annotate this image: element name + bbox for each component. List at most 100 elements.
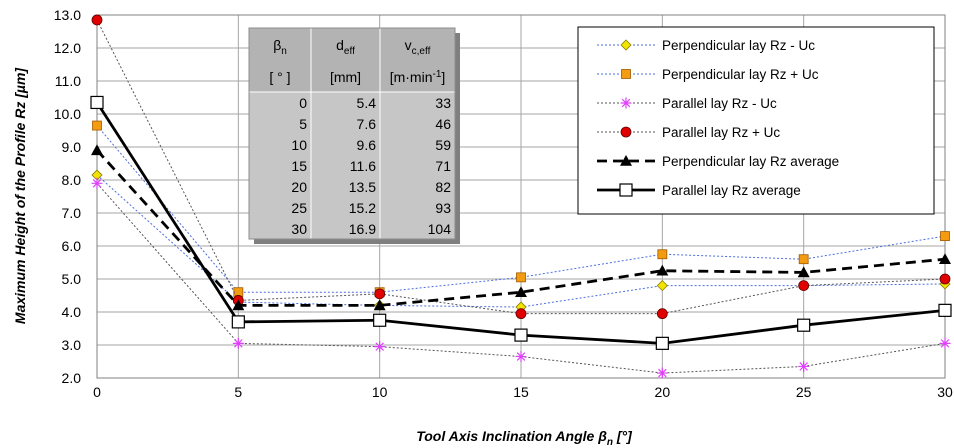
data-point	[373, 313, 387, 327]
table-cell: 20	[291, 179, 307, 195]
y-tick-label: 13.0	[54, 7, 81, 23]
table-header-main: β	[273, 37, 281, 53]
table-unit-main: [m·min	[390, 69, 433, 85]
x-tick-label: 5	[234, 384, 242, 400]
data-point	[620, 155, 632, 166]
legend-frame	[577, 26, 935, 215]
series-group	[91, 144, 951, 311]
data-point	[798, 280, 810, 292]
data-point	[231, 315, 245, 329]
legend-label: Parallel lay Rz + Uc	[662, 125, 780, 140]
data-point	[232, 337, 244, 349]
table-cell: 25	[291, 200, 307, 216]
series-group	[90, 95, 952, 350]
table-cell: 59	[435, 137, 451, 153]
data-point	[939, 253, 951, 264]
data-point	[938, 303, 952, 317]
data-point	[657, 249, 668, 260]
y-tick-label: 4.0	[62, 304, 82, 320]
table-unit-main: [mm]	[330, 69, 361, 85]
table-cell: 104	[428, 221, 452, 237]
data-point	[374, 341, 386, 353]
y-tick-label: 12.0	[54, 40, 81, 56]
data-point	[655, 336, 669, 350]
table-unit-main: [ ° ]	[269, 69, 290, 85]
x-axis-title-subscript: n	[607, 437, 613, 448]
table-cell: 82	[435, 179, 451, 195]
y-tick-label: 3.0	[62, 337, 82, 353]
table-unit-superscript: -1	[432, 69, 441, 80]
y-tick-label: 6.0	[62, 238, 82, 254]
series-layer	[90, 14, 952, 379]
data-point	[798, 254, 809, 265]
data-point	[91, 177, 103, 189]
x-axis-title-unit: [°]	[613, 428, 633, 444]
data-point	[91, 144, 103, 156]
table-cell: 5.4	[357, 95, 377, 111]
legend-label: Perpendicular lay Rz - Uc	[662, 38, 815, 53]
y-tick-label: 5.0	[62, 271, 82, 287]
data-point	[90, 95, 104, 110]
y-tick-label: 10.0	[54, 106, 81, 122]
table-cell: 10	[291, 137, 307, 153]
legend-entry: Parallel lay Rz - Uc	[597, 96, 777, 111]
x-tick-label: 0	[93, 384, 101, 400]
table-header-subscript: eff	[344, 46, 355, 57]
data-point	[374, 288, 386, 300]
table-cell: 13.5	[349, 179, 376, 195]
table-unit-tail: ]	[441, 69, 445, 85]
y-tick-label: 8.0	[62, 172, 82, 188]
data-point	[798, 360, 810, 372]
x-axis-title: Tool Axis Inclination Angle βn [°]	[416, 428, 633, 448]
data-point	[620, 97, 632, 109]
legend-entry: Perpendicular lay Rz average	[597, 154, 839, 169]
series-group	[91, 14, 951, 320]
series-group	[91, 177, 951, 379]
table-cell: 71	[435, 158, 451, 174]
data-point	[656, 280, 668, 292]
table-header-cell: deff	[336, 37, 355, 57]
data-point	[797, 266, 810, 278]
data-point	[516, 272, 526, 283]
table-header-main: v	[405, 37, 412, 53]
y-tick-label: 9.0	[62, 139, 82, 155]
data-point	[515, 286, 527, 297]
x-axis-ticks: 0 5 10 15 20 25 30	[93, 384, 953, 400]
table-header-main: d	[336, 37, 344, 53]
table-unit-cell: [mm]	[330, 69, 361, 85]
data-point	[656, 264, 669, 276]
data-point	[373, 299, 386, 311]
table-cell: 93	[435, 200, 451, 216]
legend-label: Parallel lay Rz average	[662, 183, 801, 198]
data-point	[91, 14, 103, 26]
x-tick-label: 20	[655, 384, 671, 400]
table-cell: 7.6	[357, 116, 377, 132]
x-tick-label: 15	[513, 384, 529, 400]
data-point	[656, 308, 668, 320]
x-axis-title-main: Tool Axis Inclination Angle β	[416, 428, 607, 444]
table-header-subscript: c,eff	[412, 46, 431, 57]
table-cell: 0	[299, 95, 307, 111]
table-cell: 16.9	[349, 221, 376, 237]
data-point	[940, 231, 950, 242]
y-tick-label: 11.0	[55, 73, 81, 89]
plot-frame	[96, 14, 946, 379]
table-cell: 15.2	[349, 200, 376, 216]
x-tick-label: 30	[937, 384, 953, 400]
data-point	[656, 367, 668, 379]
table-cell: 15	[291, 158, 307, 174]
legend-label: Parallel lay Rz - Uc	[662, 96, 777, 111]
legend-label: Perpendicular lay Rz average	[662, 154, 839, 169]
table-frame	[248, 27, 456, 240]
legend-entry: Parallel lay Rz average	[597, 183, 801, 198]
data-point	[515, 351, 527, 363]
data-point	[621, 69, 631, 79]
table-cell: 33	[435, 95, 451, 111]
parameter-table: βn [ ° ] deff [mm] vc,eff [m·min-1] 0 5.4 33 5 7.6…	[248, 27, 460, 244]
x-tick-label: 25	[796, 384, 812, 400]
y-tick-label: 7.0	[62, 205, 82, 221]
x-tick-label: 10	[372, 384, 388, 400]
table-unit-cell: [ ° ]	[269, 69, 290, 85]
data-point	[939, 337, 951, 349]
